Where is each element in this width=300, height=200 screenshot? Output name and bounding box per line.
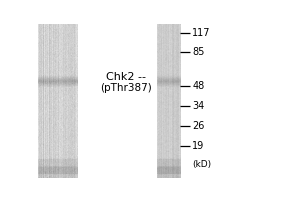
Text: (kD): (kD) xyxy=(192,160,211,169)
Text: 48: 48 xyxy=(192,81,204,91)
Text: 34: 34 xyxy=(192,101,204,111)
Text: 85: 85 xyxy=(192,47,205,57)
Text: 117: 117 xyxy=(192,28,211,38)
Text: (pThr387): (pThr387) xyxy=(100,83,152,93)
Text: 26: 26 xyxy=(192,121,205,131)
Text: 19: 19 xyxy=(192,141,204,151)
Text: Chk2 --: Chk2 -- xyxy=(106,72,146,82)
